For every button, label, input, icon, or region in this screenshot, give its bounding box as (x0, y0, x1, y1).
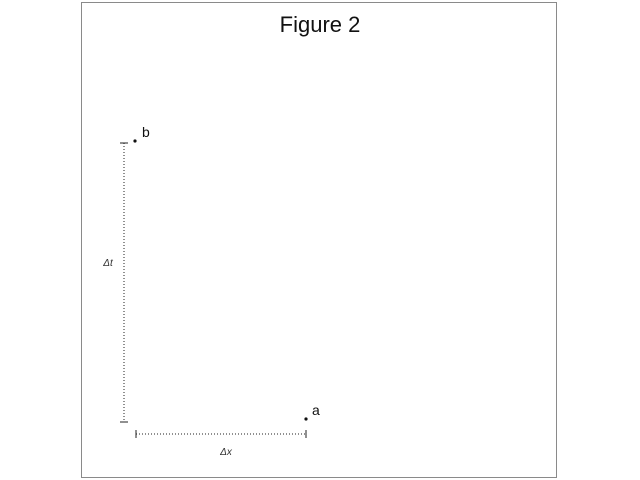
point-b-marker (133, 139, 137, 143)
figure-frame (81, 2, 557, 478)
delta-t-label: Δt (102, 258, 114, 269)
point-b-label: b (142, 124, 150, 140)
point-a-marker (304, 417, 308, 421)
figure-title: Figure 2 (280, 12, 361, 37)
delta-x-label: Δx (219, 447, 233, 458)
point-a-label: a (312, 402, 320, 418)
delta-t-interval (120, 142, 128, 423)
delta-x-interval (135, 430, 307, 438)
